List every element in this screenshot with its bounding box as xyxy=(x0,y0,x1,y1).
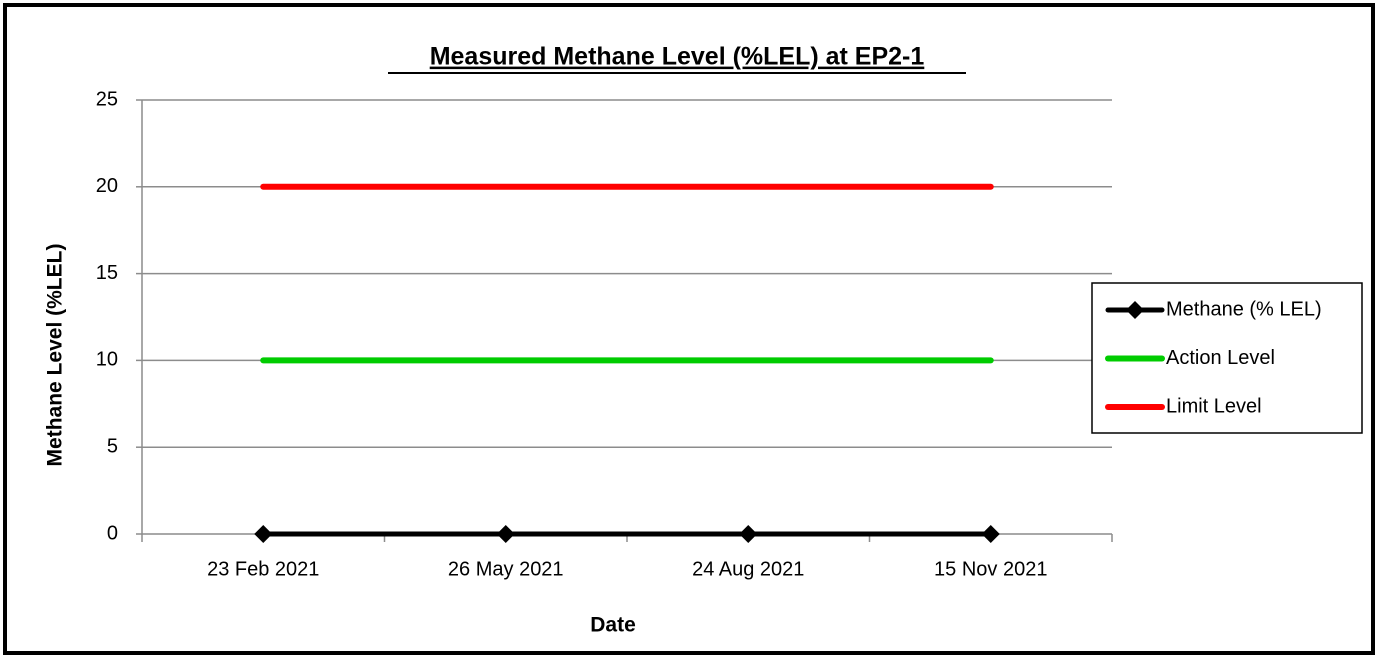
x-tick-label: 15 Nov 2021 xyxy=(934,558,1047,580)
legend-marker xyxy=(1126,301,1144,319)
y-axis-label: Methane Level (%LEL) xyxy=(44,244,67,467)
legend-label: Methane (% LEL) xyxy=(1166,298,1322,320)
series-marker xyxy=(496,525,515,543)
y-tick-label: 20 xyxy=(96,175,118,197)
series-marker xyxy=(254,525,273,543)
x-tick-label: 24 Aug 2021 xyxy=(692,558,804,580)
x-tick-label: 26 May 2021 xyxy=(448,558,564,580)
chart-title: Measured Methane Level (%LEL) at EP2-1 xyxy=(430,43,925,71)
y-tick-label: 25 xyxy=(96,88,118,110)
x-tick-label: 23 Feb 2021 xyxy=(207,558,319,580)
series-marker xyxy=(739,525,758,543)
series-marker xyxy=(981,525,1000,543)
y-tick-label: 5 xyxy=(107,435,118,457)
legend-label: Action Level xyxy=(1166,347,1275,369)
x-axis-label: Date xyxy=(590,614,636,637)
y-tick-label: 15 xyxy=(96,262,118,284)
legend-label: Limit Level xyxy=(1166,395,1262,417)
y-tick-label: 0 xyxy=(107,522,118,544)
y-tick-label: 10 xyxy=(96,349,118,371)
